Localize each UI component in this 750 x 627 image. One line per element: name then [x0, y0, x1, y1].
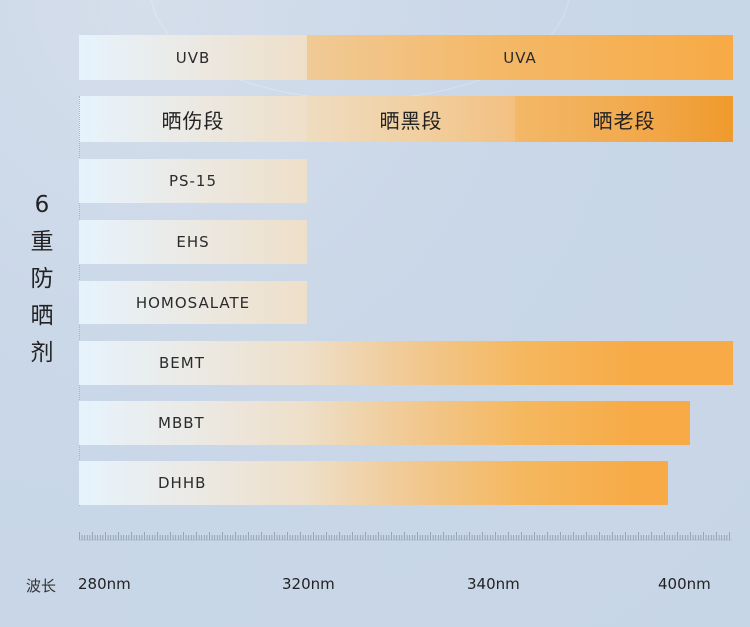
bar-mbbt: MBBT — [79, 401, 690, 445]
tick-label-320: 320nm — [282, 575, 335, 593]
side-label-char: 剂 — [30, 340, 54, 366]
tick-label-400: 400nm — [658, 575, 711, 593]
bar-bemt: BEMT — [79, 341, 733, 385]
sunburn-label: 晒伤段 — [161, 108, 225, 133]
tick-label-340: 340nm — [467, 575, 520, 593]
bar-label: BEMT — [159, 354, 205, 372]
tick-label-280: 280nm — [78, 575, 131, 593]
side-label-char: 重 — [30, 229, 54, 255]
side-label-char: 晒 — [30, 303, 54, 329]
bar-ps15: PS-15 — [79, 159, 307, 203]
axis-title: 波长 — [26, 577, 57, 595]
bar-label: MBBT — [158, 414, 205, 432]
bar-ehs: EHS — [79, 220, 307, 264]
tanning-label: 晒黑段 — [379, 108, 443, 133]
bar-dhhb: DHHB — [79, 461, 668, 505]
sunburn-phase: 晒伤段 — [79, 96, 307, 142]
aging-phase: 晒老段 — [515, 96, 733, 142]
side-label-char: 6 — [34, 192, 50, 218]
aging-label: 晒老段 — [592, 108, 656, 133]
tanning-phase: 晒黑段 — [307, 96, 515, 142]
bar-label: EHS — [176, 233, 210, 251]
bar-label: PS-15 — [168, 172, 218, 190]
bar-label: HOMOSALATE — [135, 293, 251, 312]
uvb-label: UVB — [175, 48, 211, 67]
wavelength-ruler — [79, 530, 732, 542]
side-label-char: 防 — [30, 266, 54, 292]
uvb-band: UVB — [79, 35, 307, 80]
bar-label: DHHB — [158, 474, 207, 492]
side-label: 6 重 防 晒 剂 — [24, 187, 60, 372]
uva-label: UVA — [503, 48, 537, 67]
bar-homosalate: HOMOSALATE — [79, 281, 307, 324]
uva-band: UVA — [307, 35, 733, 80]
